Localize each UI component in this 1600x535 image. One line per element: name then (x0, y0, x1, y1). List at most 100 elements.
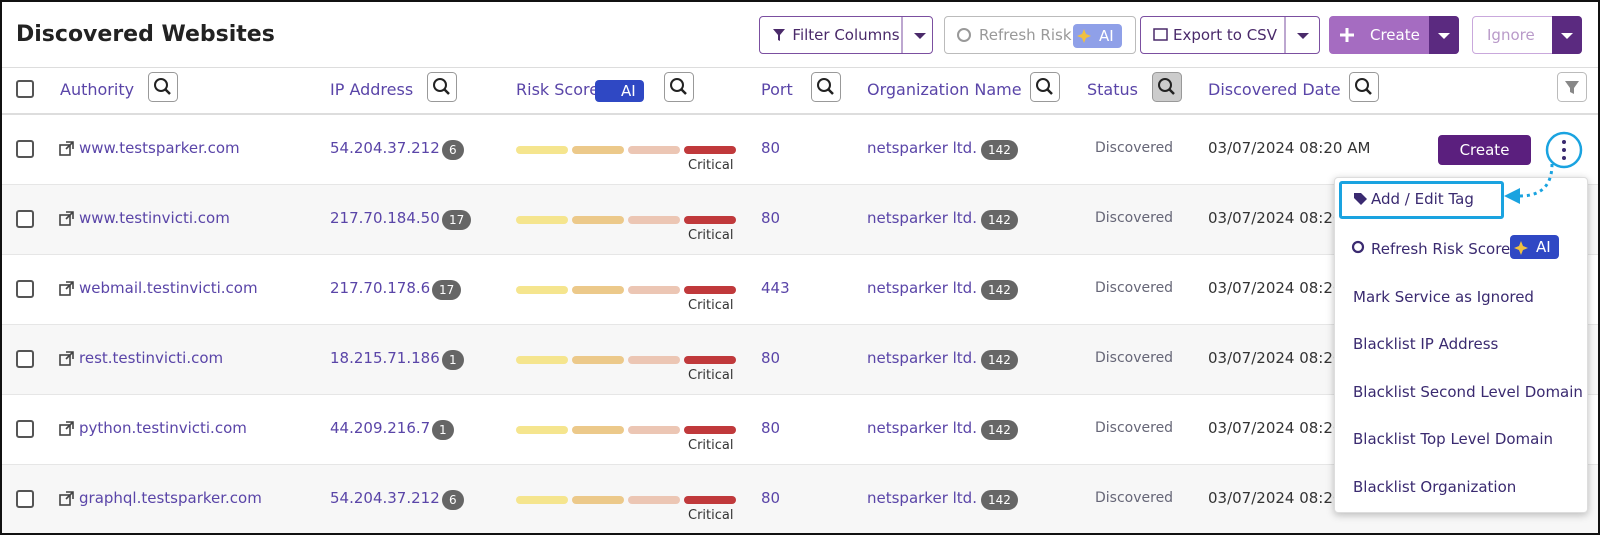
search-button[interactable] (811, 72, 841, 102)
risk-segment (572, 216, 624, 224)
risk-segment (516, 496, 568, 504)
risk-label: Critical (688, 298, 734, 313)
row-checkbox[interactable] (16, 140, 34, 158)
external-link-icon (59, 141, 74, 156)
org-count-badge: 142 (981, 350, 1018, 370)
menu-item[interactable]: Blacklist IP Address (1353, 335, 1499, 353)
authority-link[interactable]: graphql.testsparker.com (79, 489, 262, 507)
risk-segment (516, 286, 568, 294)
risk-segment (572, 356, 624, 364)
authority-link[interactable]: www.testsparker.com (79, 139, 240, 157)
filter-button[interactable] (1557, 72, 1587, 102)
ip-address[interactable]: 217.70.178.6 (330, 279, 431, 297)
badge-label: AI (1536, 238, 1551, 256)
authority-link[interactable]: webmail.testinvicti.com (79, 279, 258, 297)
search-button[interactable] (1030, 72, 1060, 102)
menu-item[interactable]: Blacklist Top Level Domain (1353, 430, 1554, 448)
row-checkbox[interactable] (16, 350, 34, 368)
ip-count-badge: 1 (442, 350, 464, 370)
status: Discovered (1095, 420, 1174, 436)
risk-label: Critical (688, 228, 734, 243)
ip-address[interactable]: 44.209.216.7 (330, 419, 431, 437)
search-button[interactable] (148, 72, 178, 102)
row-checkbox[interactable] (16, 280, 34, 298)
risk-segment (572, 426, 624, 434)
row-checkbox[interactable] (16, 420, 34, 438)
organization[interactable]: netsparker ltd. (867, 139, 977, 157)
discovered-date: 03/07/2024 08:20 AM (1208, 419, 1371, 437)
export-csv-button[interactable]: Export to CSV (1140, 16, 1320, 54)
org-count-badge: 142 (981, 490, 1018, 510)
risk-segment (572, 496, 624, 504)
row-checkbox[interactable] (16, 210, 34, 228)
external-link-icon (59, 421, 74, 436)
authority-link[interactable]: www.testinvicti.com (79, 209, 230, 227)
risk-segment (684, 146, 736, 154)
button-label: Filter Columns (792, 26, 900, 44)
risk-bar (516, 356, 736, 364)
org-count-badge: 142 (981, 420, 1018, 440)
risk-segment (684, 286, 736, 294)
organization[interactable]: netsparker ltd. (867, 489, 977, 507)
menu-item[interactable]: Blacklist Organization (1353, 478, 1517, 496)
discovered-date: 03/07/2024 08:20 AM (1208, 279, 1371, 297)
risk-segment (516, 426, 568, 434)
port: 80 (761, 349, 781, 367)
risk-segment (684, 426, 736, 434)
risk-segment (684, 496, 736, 504)
search-button[interactable] (1349, 72, 1379, 102)
menu-item[interactable]: Mark Service as Ignored (1353, 288, 1534, 306)
org-count-badge: 142 (981, 210, 1018, 230)
ip-address[interactable]: 18.215.71.186 (330, 349, 440, 367)
row-create-button[interactable]: Create (1438, 135, 1531, 165)
row-checkbox[interactable] (16, 490, 34, 508)
status: Discovered (1095, 490, 1174, 506)
organization[interactable]: netsparker ltd. (867, 419, 977, 437)
port: 80 (761, 489, 781, 507)
ip-address[interactable]: 54.204.37.212 (330, 489, 440, 507)
external-link-icon (59, 491, 74, 506)
organization[interactable]: netsparker ltd. (867, 279, 977, 297)
ai-badge: AI (595, 80, 644, 102)
search-button[interactable] (427, 72, 457, 102)
filter-columns-button[interactable]: Filter Columns (759, 16, 933, 54)
risk-segment (628, 146, 680, 154)
context-menu: Add / Edit Tag Refresh Risk Score Mark Ser… (1334, 177, 1588, 513)
column-header: Authority (60, 80, 135, 99)
external-link-icon (59, 211, 74, 226)
menu-item[interactable]: Blacklist Second Level Domain (1353, 383, 1583, 401)
risk-segment (572, 286, 624, 294)
menu-item[interactable]: Add / Edit Tag (1371, 190, 1474, 208)
authority-link[interactable]: rest.testinvicti.com (79, 349, 224, 367)
button-label: Refresh Risk (979, 26, 1072, 44)
organization[interactable]: netsparker ltd. (867, 209, 977, 227)
button-label: Export to CSV (1173, 26, 1277, 44)
search-button[interactable] (1152, 72, 1182, 102)
ip-address[interactable]: 54.204.37.212 (330, 139, 440, 157)
column-header: IP Address (330, 80, 414, 99)
menu-highlight (1339, 181, 1504, 219)
badge-label: AI (1099, 27, 1114, 45)
table-row (2, 185, 1598, 255)
ip-count-badge: 6 (442, 490, 464, 510)
risk-label: Critical (688, 508, 734, 523)
menu-item[interactable]: Refresh Risk Score (1371, 240, 1511, 258)
port: 80 (761, 209, 781, 227)
page-title: Discovered Websites (16, 22, 275, 47)
badge-label: AI (621, 82, 636, 100)
search-button[interactable] (664, 72, 694, 102)
table-row (2, 465, 1598, 533)
table-row (2, 255, 1598, 325)
organization[interactable]: netsparker ltd. (867, 349, 977, 367)
port: 443 (761, 279, 790, 297)
column-header: Status (1087, 80, 1138, 99)
org-count-badge: 142 (981, 280, 1018, 300)
table-row (2, 325, 1598, 395)
authority-link[interactable]: python.testinvicti.com (79, 419, 247, 437)
row-menu-button[interactable] (1544, 130, 1584, 170)
select-all-checkbox[interactable] (16, 80, 34, 98)
risk-segment (628, 356, 680, 364)
menu-icons (1351, 193, 1528, 255)
ip-address[interactable]: 217.70.184.50 (330, 209, 440, 227)
